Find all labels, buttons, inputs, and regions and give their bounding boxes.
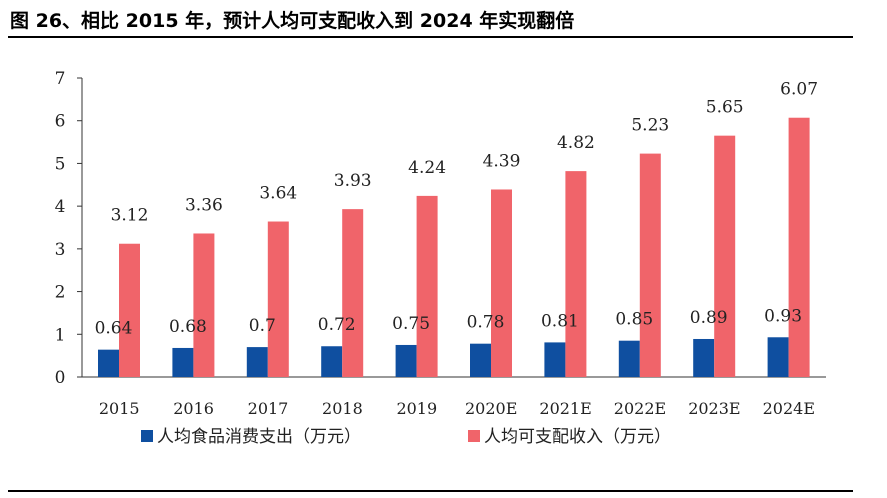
- data-label-group: 0.64 3.12 0.68 3.36 0.7 3.64 0.72 3.93 0.75 4.24 0…: [95, 80, 818, 339]
- bar-disposable-income: [416, 195, 438, 377]
- legend-swatch-disposable-income: [468, 430, 480, 442]
- title-rule: [8, 36, 853, 38]
- bar-food-spending: [395, 344, 417, 377]
- data-label-food-spending: 0.78: [467, 313, 505, 333]
- x-tick-label: 2016: [173, 399, 214, 418]
- data-label-food-spending: 0.7: [249, 316, 276, 336]
- bar-food-spending: [470, 343, 491, 377]
- legend-label-food-spending: 人均食品消费支出（万元）: [157, 427, 361, 447]
- data-label-food-spending: 0.81: [541, 311, 579, 331]
- bar-disposable-income: [119, 243, 140, 377]
- bar-disposable-income: [714, 135, 736, 377]
- figure-title: 图 26、相比 2015 年，预计人均可支配收入到 2024 年实现翻倍: [10, 10, 575, 32]
- x-tick-label: 2022E: [614, 399, 666, 418]
- bar-food-spending: [767, 337, 789, 377]
- y-tick-label: 5: [55, 154, 66, 174]
- bar-disposable-income: [639, 153, 661, 377]
- y-tick-label: 7: [55, 69, 66, 89]
- data-label-food-spending: 0.85: [615, 310, 653, 330]
- y-tick-label: 3: [55, 240, 66, 260]
- bar-disposable-income: [193, 233, 215, 377]
- bar-food-spending: [321, 346, 343, 377]
- bar-disposable-income: [342, 209, 364, 377]
- bar-food-spending: [172, 347, 194, 377]
- data-label-disposable-income: 4.24: [408, 158, 446, 178]
- x-tick-label: 2023E: [688, 399, 740, 418]
- x-tick-label: 2019: [396, 399, 437, 418]
- x-tick-label: 2024E: [763, 399, 815, 418]
- bar-disposable-income: [788, 117, 810, 377]
- legend-label-disposable-income: 人均可支配收入（万元）: [484, 427, 671, 447]
- data-label-disposable-income: 3.93: [334, 171, 372, 191]
- bar-food-spending: [618, 340, 640, 377]
- data-label-disposable-income: 3.12: [111, 206, 149, 226]
- y-tick-label: 4: [55, 197, 66, 217]
- bar-food-spending: [693, 338, 715, 377]
- bar-food-spending: [246, 347, 268, 377]
- y-tick-label: 6: [55, 112, 66, 132]
- data-label-disposable-income: 3.36: [185, 195, 223, 215]
- x-axis: 2015 2016 2017 2018 2019 2020E 2021E 2022E 2023E…: [82, 376, 826, 418]
- legend-swatch-food-spending: [141, 430, 153, 442]
- x-tick-label: 2015: [99, 399, 140, 418]
- x-tick-label: 2021E: [539, 399, 591, 418]
- y-axis: 0 1 2 3 4 5 6 7: [55, 69, 83, 388]
- bar-disposable-income: [565, 171, 587, 377]
- bar-disposable-income: [267, 221, 289, 377]
- x-tick-label: 2017: [248, 399, 289, 418]
- bar-group: [98, 117, 810, 377]
- data-label-disposable-income: 5.23: [631, 116, 669, 136]
- x-tick-label: 2020E: [465, 399, 517, 418]
- data-label-food-spending: 0.72: [318, 315, 356, 335]
- data-label-disposable-income: 5.65: [706, 98, 744, 118]
- data-label-disposable-income: 4.82: [557, 133, 595, 153]
- data-label-food-spending: 0.75: [392, 314, 430, 334]
- data-label-food-spending: 0.89: [690, 308, 728, 328]
- legend: 人均食品消费支出（万元） 人均可支配收入（万元）: [141, 427, 671, 447]
- data-label-food-spending: 0.68: [169, 317, 207, 337]
- data-label-food-spending: 0.93: [764, 306, 802, 326]
- data-label-disposable-income: 4.39: [483, 151, 521, 171]
- data-label-disposable-income: 3.64: [259, 184, 297, 204]
- bar-food-spending: [98, 349, 119, 377]
- bar-food-spending: [544, 342, 566, 377]
- x-tick-label: 2018: [322, 399, 363, 418]
- y-tick-label: 1: [55, 325, 66, 345]
- y-tick-label: 0: [55, 368, 66, 388]
- y-tick-label: 2: [55, 283, 66, 303]
- bottom-rule: [8, 490, 853, 492]
- data-label-food-spending: 0.64: [95, 319, 133, 339]
- bar-disposable-income: [491, 189, 512, 377]
- data-label-disposable-income: 6.07: [780, 80, 818, 100]
